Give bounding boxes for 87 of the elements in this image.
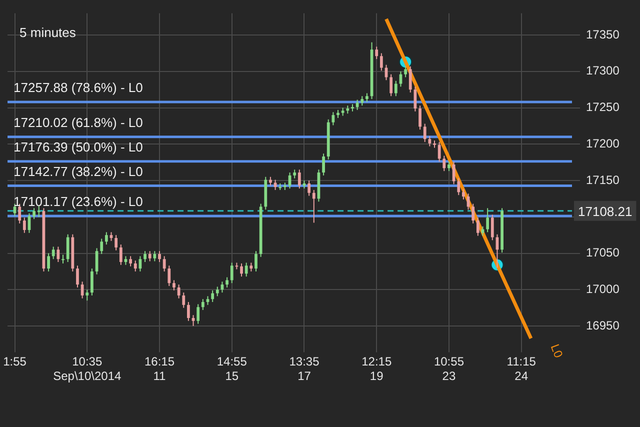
ref-line-label: 17176.39 (50.0%) - L0: [14, 139, 143, 154]
candlestick: [423, 123, 426, 142]
x-tick-label: 14:55 15: [216, 354, 248, 384]
candlestick: [356, 99, 359, 110]
x-tick-label: 10:35 Sep\10\2014: [53, 354, 122, 384]
ref-line-label: 17210.02 (61.8%) - L0: [14, 114, 143, 130]
x-tick-label: 12:15 19: [362, 354, 392, 384]
x-tick-label: 11:15 24: [506, 354, 536, 384]
candlestick: [322, 153, 325, 176]
ref-line-label: 17108.21: [578, 204, 632, 219]
candlestick: [62, 254, 64, 264]
candlestick: [490, 214, 494, 241]
candlestick: [448, 161, 450, 172]
candlestick: [457, 178, 460, 196]
candlestick: [134, 260, 137, 272]
y-tick-label: 17000: [586, 282, 620, 296]
candlestick: [240, 262, 243, 278]
candlestick: [486, 208, 490, 233]
candlestick: [308, 180, 311, 196]
candlestick: [394, 80, 398, 97]
x-tick-label: 10:55 23: [434, 354, 464, 384]
candlestick: [52, 246, 55, 260]
candlestick: [442, 155, 446, 172]
candlestick: [90, 268, 94, 296]
candlestick: [476, 217, 480, 236]
ref-line-label: 17257.88 (78.6%) - L0: [14, 80, 143, 96]
candlestick: [404, 66, 407, 78]
candlestick: [298, 169, 301, 190]
candlestick: [100, 238, 104, 254]
y-tick-label: 17150: [586, 172, 620, 187]
candlestick: [153, 250, 156, 262]
candlestick: [172, 280, 176, 291]
candlestick: [418, 105, 422, 130]
candlestick: [226, 276, 228, 288]
candlestick: [144, 250, 146, 262]
candlestick: [66, 234, 70, 262]
candlestick: [76, 265, 79, 288]
candlestick: [56, 246, 60, 262]
candlestick: [187, 302, 190, 322]
candlestick: [380, 52, 383, 72]
candlestick: [375, 46, 378, 60]
candlestick: [119, 244, 122, 266]
y-tick-label: 17350: [586, 27, 620, 42]
candlestick: [472, 203, 475, 224]
x-tick-label: 1:55: [3, 354, 27, 369]
text: L0: [548, 342, 566, 360]
y-tick-label: 17300: [586, 64, 620, 78]
candlestick: [162, 256, 166, 272]
candlestick: [148, 250, 152, 262]
candlestick: [360, 96, 364, 106]
y-tick-label: 17050: [586, 246, 620, 260]
candlestick: [408, 66, 412, 93]
candlestick: [47, 252, 50, 272]
candlestick: [230, 262, 234, 284]
candlestick: [13, 203, 16, 217]
candlestick: [235, 262, 238, 270]
candlestick: [428, 136, 432, 147]
candlestick: [390, 74, 393, 97]
candlestick: [158, 250, 161, 262]
x-tick-label: 16:15 11: [144, 354, 175, 384]
ref-line-label: 17101.17 (23.6%) - L0: [14, 194, 143, 210]
candlestick: [114, 234, 118, 251]
candlestick: [254, 250, 258, 272]
candlestick: [86, 289, 89, 302]
candlestick: [211, 290, 214, 303]
y-tick-label: 16950: [586, 318, 620, 332]
candlestick: [129, 256, 132, 267]
candlestick: [168, 265, 171, 286]
ref-line-label: 17142.77 (38.2%) - L0: [14, 164, 143, 179]
x-tick-label: 13:35 17: [289, 354, 320, 384]
y-tick-label: 17200: [586, 136, 620, 150]
candlestick: [462, 188, 465, 200]
y-tick-label: 17250: [586, 100, 620, 114]
text: 5 minutes: [20, 25, 76, 40]
candlestick: [201, 298, 204, 311]
candlestick: [104, 232, 108, 246]
candlestick: [32, 208, 36, 220]
candlestick: [332, 112, 335, 126]
candlestick: [37, 205, 40, 218]
candlestick: [244, 262, 248, 278]
candlestick: [438, 141, 441, 162]
candlestick: [216, 286, 219, 297]
candlestick: [196, 304, 200, 324]
candlestick: [22, 217, 26, 234]
candlestick: [182, 292, 186, 308]
candlestick: [80, 281, 84, 299]
candlestick: [312, 189, 316, 224]
